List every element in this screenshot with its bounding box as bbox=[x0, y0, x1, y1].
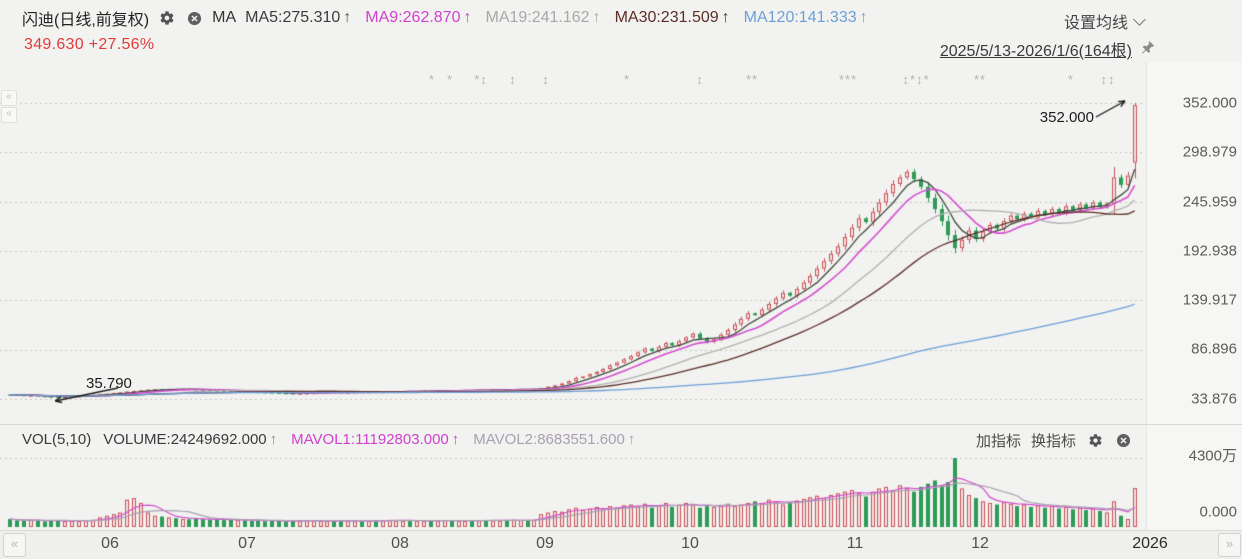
price-axis-label: 245.959 bbox=[1182, 193, 1237, 211]
x-axis-label: 06 bbox=[101, 535, 119, 552]
trend-up-arrow-icon: ↑ bbox=[463, 9, 472, 26]
scroll-left-button[interactable]: « bbox=[3, 533, 26, 557]
volume-axis-label: 0.000 bbox=[1199, 503, 1237, 521]
volume-settings-gear-icon[interactable] bbox=[1086, 432, 1104, 450]
x-axis-strip: 06 07 08 09 10 11 12 2026 bbox=[0, 530, 1242, 559]
ma-settings-label: 设置均线 bbox=[1063, 15, 1128, 32]
trend-up-arrow-icon: ↑ bbox=[451, 431, 460, 448]
trend-up-arrow-icon: ↑ bbox=[592, 9, 601, 26]
volume-header: VOL(5,10) VOLUME:24249692.000 ↑ MAVOL1:111… bbox=[22, 431, 635, 448]
price-axis-label: 192.938 bbox=[1182, 242, 1237, 260]
ma-value-label: MA120:141.333 bbox=[743, 9, 857, 26]
date-range-button[interactable]: 2025/5/13-2026/1/6(164根) bbox=[939, 43, 1132, 60]
event-marker[interactable]: ↕ bbox=[542, 72, 550, 87]
event-marker[interactable]: * bbox=[623, 72, 631, 87]
vol-value-label: MAVOL1:11192803.000 bbox=[291, 431, 449, 448]
event-marker[interactable]: * bbox=[428, 72, 436, 87]
pin-icon[interactable] bbox=[1140, 39, 1156, 60]
ma-item: MA30:231.509 ↑ bbox=[615, 9, 730, 27]
event-marker[interactable]: * bbox=[1067, 72, 1075, 87]
last-price: 349.630 bbox=[24, 36, 84, 53]
trend-up-arrow-icon: ↑ bbox=[859, 9, 868, 26]
price-axis-label: 139.917 bbox=[1182, 291, 1237, 309]
scroll-left-hint-top[interactable]: « bbox=[1, 90, 17, 106]
event-marker[interactable]: ** bbox=[745, 72, 759, 87]
ma-value-label: MA19:241.162 bbox=[485, 9, 590, 26]
price-axis-label: 33.876 bbox=[1191, 390, 1237, 408]
x-axis-label: 08 bbox=[391, 535, 409, 552]
volume-close-icon[interactable] bbox=[1114, 432, 1132, 450]
trend-up-arrow-icon: ↑ bbox=[269, 431, 278, 448]
event-marker[interactable]: ↕ bbox=[696, 72, 704, 87]
price-change-row: 349.630 +27.56% bbox=[24, 36, 154, 54]
vol-item: MAVOL1:11192803.000 ↑ bbox=[291, 431, 459, 448]
event-marker[interactable]: ↕*↕* bbox=[902, 72, 930, 87]
vol-item: MAVOL2:8683551.600 ↑ bbox=[473, 431, 635, 448]
indicator-close-icon[interactable] bbox=[185, 9, 203, 27]
annotation-high-price: 352.000 bbox=[1039, 109, 1094, 126]
ma-item: MA19:241.162 ↑ bbox=[485, 9, 600, 27]
vol-indicator-label: VOL(5,10) bbox=[22, 431, 92, 448]
ma-value-label: MA5:275.310 bbox=[245, 9, 341, 26]
ma-item: MA120:141.333 ↑ bbox=[744, 9, 868, 27]
x-axis-label: 10 bbox=[681, 535, 699, 552]
x-axis-label: 12 bbox=[971, 535, 989, 552]
ma-value-label: MA9:262.870 bbox=[365, 9, 461, 26]
price-axis-gutter bbox=[1146, 62, 1242, 530]
chart-header: 闪迪(日线,前复权) MA MA5:275.310 ↑ MA9:262.870 ↑ MA… bbox=[22, 6, 868, 30]
ma-values: MA5:275.310 ↑ MA9:262.870 ↑ MA19:241.162 ↑ MA3… bbox=[245, 9, 868, 27]
vol-value-label: VOLUME:24249692.000 bbox=[103, 431, 267, 448]
vol-item: VOLUME:24249692.000 ↑ bbox=[103, 431, 277, 448]
scroll-left-hint-bottom[interactable]: « bbox=[1, 107, 17, 123]
event-marker[interactable]: ↕ bbox=[509, 72, 517, 87]
x-axis-label: 2026 bbox=[1132, 535, 1168, 552]
trend-up-arrow-icon: ↑ bbox=[627, 431, 636, 448]
volume-header-tools: 加指标 换指标 bbox=[976, 430, 1132, 451]
ma-settings-button[interactable]: 设置均线 bbox=[1063, 9, 1146, 33]
ma-item: MA9:262.870 ↑ bbox=[365, 9, 471, 27]
scroll-right-button[interactable]: » bbox=[1218, 533, 1241, 557]
change-percent: +27.56% bbox=[88, 36, 155, 53]
event-marker[interactable]: *** bbox=[838, 72, 858, 87]
add-indicator-button[interactable]: 加指标 bbox=[975, 433, 1021, 450]
event-marker[interactable]: ↕↕ bbox=[1100, 72, 1116, 87]
ma-value-label: MA30:231.509 bbox=[614, 9, 719, 26]
chevron-down-icon bbox=[1133, 12, 1146, 26]
ma-indicator-label: MA bbox=[212, 9, 237, 26]
stock-title: 闪迪(日线,前复权) bbox=[22, 12, 150, 29]
trend-up-arrow-icon: ↑ bbox=[721, 9, 730, 26]
price-axis-label: 86.896 bbox=[1191, 340, 1237, 358]
ma-settings-gear-icon[interactable] bbox=[158, 9, 176, 27]
pane-divider bbox=[0, 424, 1242, 425]
event-marker[interactable]: * bbox=[446, 72, 454, 87]
x-axis-label: 11 bbox=[846, 535, 864, 552]
event-marker[interactable]: *↕ bbox=[474, 72, 488, 87]
switch-indicator-button[interactable]: 换指标 bbox=[1030, 433, 1076, 450]
vol-value-label: MAVOL2:8683551.600 bbox=[473, 431, 625, 448]
trend-up-arrow-icon: ↑ bbox=[343, 9, 352, 26]
price-axis-label: 298.979 bbox=[1182, 143, 1237, 161]
scroll-left-hint[interactable]: « « bbox=[1, 90, 17, 123]
ma-item: MA5:275.310 ↑ bbox=[245, 9, 351, 27]
annotation-low-price: 35.790 bbox=[86, 375, 132, 392]
event-marker[interactable]: ** bbox=[973, 72, 987, 87]
x-axis-label: 09 bbox=[536, 535, 554, 552]
price-axis-label: 352.000 bbox=[1182, 94, 1237, 112]
vol-values: VOLUME:24249692.000 ↑ MAVOL1:11192803.000 ↑… bbox=[103, 431, 635, 448]
x-axis-label: 07 bbox=[238, 535, 256, 552]
volume-axis-label: 4300万 bbox=[1188, 447, 1237, 465]
